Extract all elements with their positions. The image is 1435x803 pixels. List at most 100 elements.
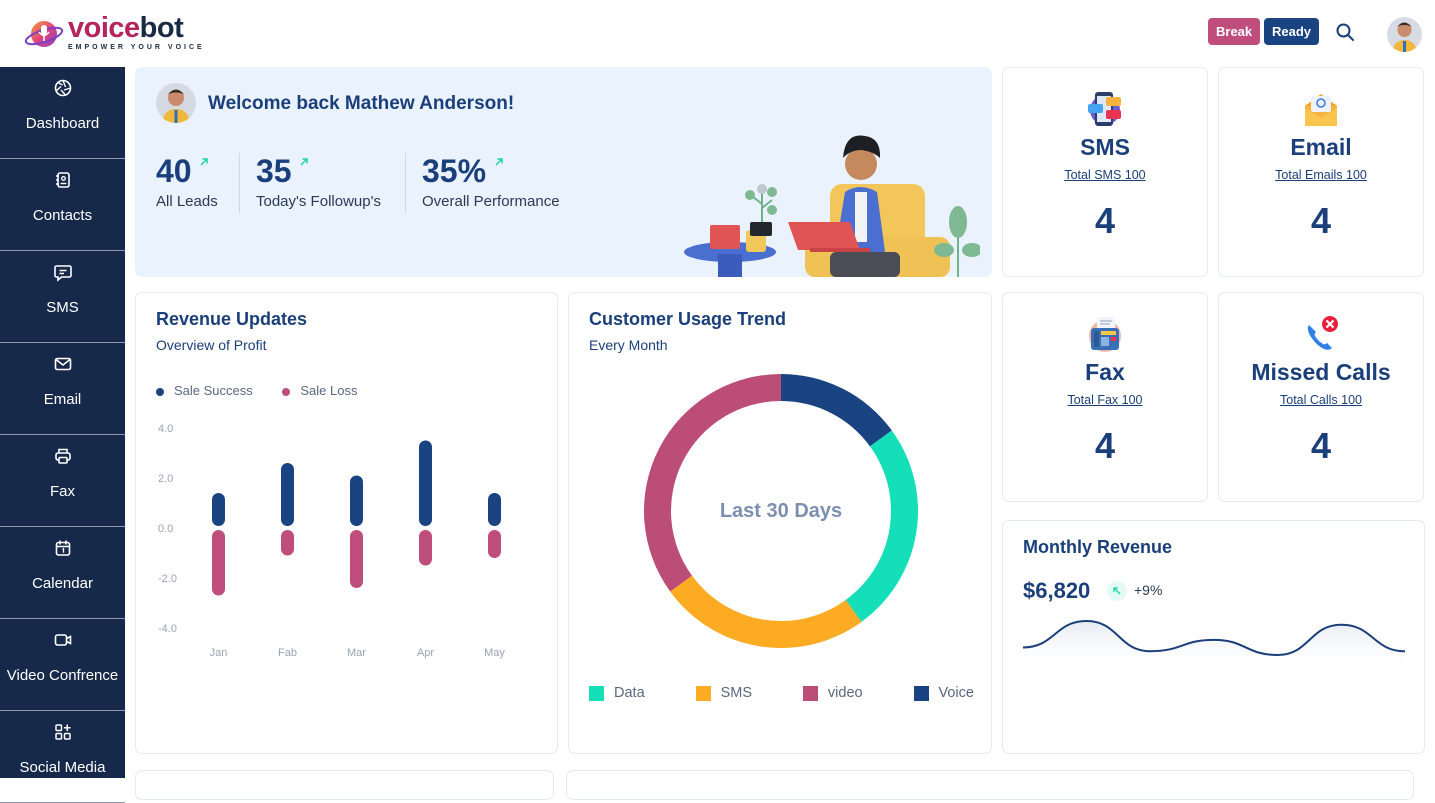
legend-label: Sale Success [174, 383, 253, 398]
bar-sale-success[interactable] [419, 440, 432, 527]
user-avatar[interactable] [1387, 17, 1422, 52]
card-subtitle: Overview of Profit [156, 337, 267, 353]
calendar-icon [55, 540, 70, 556]
x-tick-label: Fab [278, 647, 297, 659]
sidebar-item-label: Fax [49, 483, 75, 500]
legend-label: Sale Loss [300, 383, 358, 398]
sidebar-item-email[interactable]: Email [0, 343, 125, 435]
total-calls-link[interactable]: Total Calls 100 [1280, 393, 1362, 407]
stat-all-leads: 40 All Leads [156, 153, 218, 210]
sidebar-item-label: Contacts [32, 207, 93, 224]
donut-slice-voice[interactable] [781, 374, 892, 447]
legend-swatch [913, 685, 929, 701]
x-tick-label: Apr [417, 647, 434, 659]
sidebar-item-contacts[interactable]: Contacts [0, 159, 125, 251]
legend-swatch [282, 387, 291, 396]
sidebar-item-fax[interactable]: Fax [0, 435, 125, 527]
legend-label: Data [614, 685, 645, 701]
y-tick-label: 2.0 [158, 473, 173, 485]
sidebar-item-label: Social Media [19, 759, 106, 776]
message-icon [53, 265, 72, 282]
legend-item-sms[interactable]: SMS [695, 685, 752, 701]
y-tick-label: 4.0 [158, 423, 173, 435]
summary-card-fax: Fax Total Fax 100 4 [1002, 292, 1208, 502]
legend-item-sale-success[interactable]: Sale Success [156, 383, 253, 398]
total-sms-link[interactable]: Total SMS 100 [1064, 168, 1146, 182]
legend-label: SMS [720, 685, 752, 701]
apps-add-icon [54, 724, 71, 740]
bar-sale-success[interactable] [488, 493, 501, 526]
sidebar-item-social-media[interactable]: Social Media [0, 711, 125, 803]
bottom-card-right [566, 770, 1414, 800]
missed-call-icon [1302, 315, 1340, 353]
contacts-book-icon [55, 172, 70, 188]
legend-item-video[interactable]: video [802, 685, 863, 701]
bar-sale-success[interactable] [350, 475, 363, 527]
bar-sale-loss[interactable] [212, 530, 225, 596]
video-icon [54, 634, 71, 646]
legend-item-voice[interactable]: Voice [913, 685, 974, 701]
legend-label: Voice [938, 685, 974, 701]
break-button[interactable]: Break [1208, 18, 1260, 45]
bar-sale-loss[interactable] [281, 530, 294, 556]
stat-todays-followups: 35 Today's Followup's [256, 153, 381, 210]
donut-slice-sms[interactable] [670, 575, 862, 648]
arrow-up-right-icon [200, 158, 208, 166]
usage-donut-chart: Last 30 Days [644, 374, 918, 648]
sidebar-item-sms[interactable]: SMS [0, 251, 125, 343]
sidebar-item-label: Dashboard [25, 115, 100, 132]
stat-value: 35% [422, 153, 487, 189]
bar-sale-success[interactable] [281, 463, 294, 526]
sidebar-item-dashboard[interactable]: Dashboard [0, 67, 125, 159]
x-tick-label: Jan [210, 647, 228, 659]
email-envelope-icon [1302, 90, 1340, 128]
dashboard-aperture-icon [54, 79, 71, 97]
sidebar-item-label: SMS [46, 299, 79, 316]
summary-card-email: Email Total Emails 100 4 [1218, 67, 1424, 277]
arrow-up-right-icon [495, 158, 503, 166]
legend-swatch [802, 685, 818, 701]
sidebar-item-calendar[interactable]: Calendar [0, 527, 125, 619]
welcome-avatar [156, 83, 196, 123]
sparkline-line[interactable] [1023, 619, 1405, 657]
stat-label: Today's Followup's [256, 193, 381, 210]
microphone-logo-icon [24, 15, 64, 51]
arrow-up-right-icon [300, 158, 308, 166]
stat-divider [405, 153, 406, 213]
x-tick-label: May [484, 647, 505, 659]
revenue-bar-chart: 4.0 2.0 0.0 -2.0 -4.0 Jan Fab Mar Apr May [158, 423, 505, 659]
card-title: Monthly Revenue [1023, 537, 1173, 557]
bar-sale-loss[interactable] [350, 530, 363, 588]
card-title: Customer Usage Trend [589, 309, 787, 329]
total-fax-link[interactable]: Total Fax 100 [1067, 393, 1143, 407]
y-tick-label: -2.0 [158, 573, 177, 585]
legend-item-data[interactable]: Data [589, 685, 645, 701]
person-working-illustration [684, 135, 980, 277]
bar-sale-loss[interactable] [419, 530, 432, 566]
brand-logo[interactable]: voicebot EMPOWER YOUR VOICE [24, 14, 205, 51]
trend-arrow-icon [1107, 581, 1127, 601]
donut-slice-data[interactable] [845, 430, 918, 622]
y-tick-label: 0.0 [158, 523, 173, 535]
top-bar: voicebot EMPOWER YOUR VOICE Break Ready [0, 0, 1435, 67]
stat-value: 35 [256, 153, 292, 189]
ready-button[interactable]: Ready [1264, 18, 1319, 45]
bar-sale-success[interactable] [212, 493, 225, 526]
sidebar-item-label: Calendar [32, 575, 93, 592]
summary-card-missed-calls: Missed Calls Total Calls 100 4 [1218, 292, 1424, 502]
legend-item-sale-loss[interactable]: Sale Loss [282, 383, 357, 398]
bar-sale-loss[interactable] [488, 530, 501, 558]
chart-legend: Sale Success Sale Loss [156, 383, 357, 398]
sidebar-item-video-confrence[interactable]: Video Confrence [0, 619, 125, 711]
legend-swatch [695, 685, 711, 701]
card-title: Fax [1085, 359, 1125, 385]
total-emails-link[interactable]: Total Emails 100 [1275, 168, 1367, 182]
donut-slice-video[interactable] [644, 374, 781, 592]
search-icon[interactable] [1334, 21, 1356, 43]
usage-trend-card: Customer Usage Trend Every Month Last 30… [568, 292, 992, 754]
monthly-revenue-card: Monthly Revenue $6,820 +9% [1002, 520, 1425, 754]
card-subtitle: Every Month [589, 337, 668, 353]
legend-swatch [589, 685, 604, 701]
brand-name-voice: voice [68, 12, 140, 44]
chart-legend: Data SMS video Voice [589, 685, 974, 701]
